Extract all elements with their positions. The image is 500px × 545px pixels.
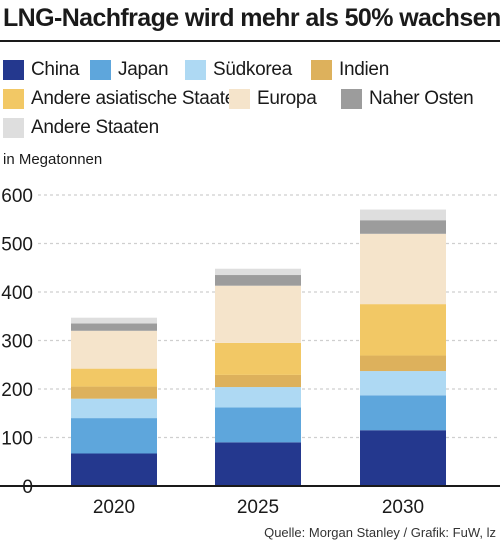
bar-segment [71, 317, 157, 324]
legend-label: Indien [339, 59, 389, 80]
y-tick-label: 100 [1, 429, 33, 450]
bar-segment [71, 330, 157, 369]
legend-label: China [31, 59, 80, 80]
legend-label: Japan [118, 59, 169, 80]
bar-segment [71, 398, 157, 419]
legend-label: Andere asiatische Staaten [31, 88, 246, 109]
legend-item: Südkorea [185, 57, 292, 83]
stacked-bar-chart: 0 100 200 300 400 500 600 2020 2025 2030 [0, 186, 500, 518]
bar-segment [360, 355, 446, 372]
legend-item: Andere asiatische Staaten [3, 86, 246, 112]
legend-swatch [3, 89, 24, 109]
bar-segment [360, 371, 446, 396]
source-note: Quelle: Morgan Stanley / Grafik: FuW, lz [264, 525, 496, 540]
legend-item: Indien [311, 57, 389, 83]
bar-segment [215, 407, 301, 443]
legend-label: Südkorea [213, 59, 292, 80]
y-tick-label: 0 [22, 477, 33, 498]
x-tick-label: 2020 [93, 497, 135, 518]
bar-segment [71, 368, 157, 387]
y-tick-label: 500 [1, 235, 33, 256]
legend-label: Naher Osten [369, 88, 474, 109]
bar-segment [215, 442, 301, 486]
legend-swatch [185, 60, 206, 80]
x-tick-label: 2025 [237, 497, 279, 518]
unit-label: in Megatonnen [3, 151, 103, 168]
bar-segment [360, 430, 446, 486]
bar-segment [71, 453, 157, 486]
y-tick-label: 400 [1, 283, 33, 304]
bar-segment [360, 233, 446, 305]
x-tick-label: 2030 [382, 497, 424, 518]
bar-segment [215, 268, 301, 276]
bar-segment [215, 285, 301, 343]
legend-item: China [3, 57, 79, 83]
bar-segment [71, 386, 157, 399]
bar-segment [360, 304, 446, 356]
title-rule [0, 40, 500, 42]
bar-segment [71, 323, 157, 331]
bar-segment [215, 387, 301, 408]
bar-segment [71, 418, 157, 454]
legend-item: Naher Osten [341, 86, 474, 112]
legend-swatch [90, 60, 111, 80]
bar-segment [215, 374, 301, 388]
legend-item: Andere Staaten [3, 115, 159, 141]
legend-swatch [3, 118, 24, 138]
y-tick-label: 600 [1, 186, 33, 207]
legend-swatch [229, 89, 250, 109]
y-tick-label: 300 [1, 332, 33, 353]
y-tick-label: 200 [1, 380, 33, 401]
bar-segment [360, 395, 446, 431]
chart-title: LNG-Nachfrage wird mehr als 50% wachsen [3, 4, 500, 32]
legend-swatch [311, 60, 332, 80]
legend-item: Japan [90, 57, 169, 83]
legend-swatch [341, 89, 362, 109]
bar-segment [215, 275, 301, 286]
legend-label: Andere Staaten [31, 117, 159, 138]
legend-label: Europa [257, 88, 317, 109]
bar-segment [215, 342, 301, 375]
legend-swatch [3, 60, 24, 80]
bar-segment [360, 209, 446, 221]
bar-segment [360, 220, 446, 234]
legend: China Japan Südkorea Indien Andere asiatisch… [0, 57, 500, 141]
legend-item: Europa [229, 86, 317, 112]
